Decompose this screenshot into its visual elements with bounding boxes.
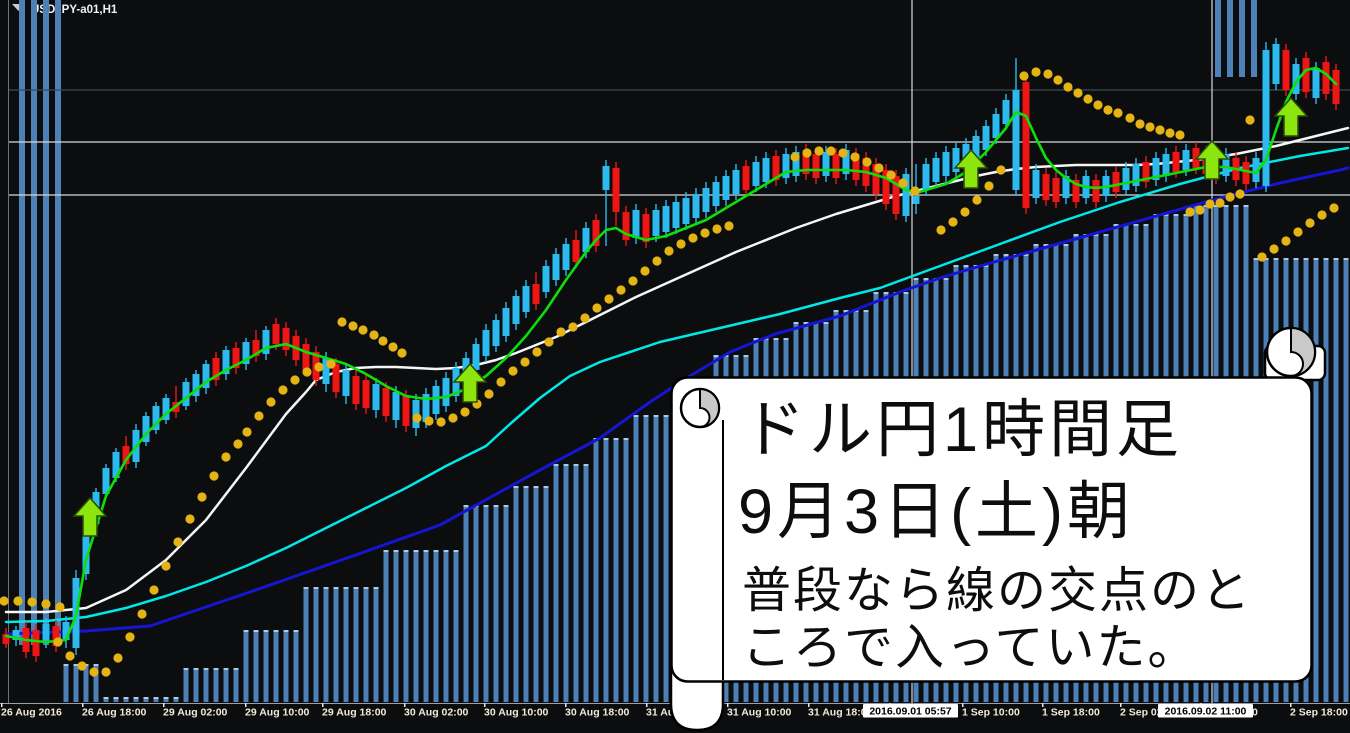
symbol-period-label: USDJPY-a01,H1 — [31, 4, 118, 16]
time-axis-label: 26 Aug 18:00 — [82, 707, 147, 719]
buy-arrows-layer — [72, 96, 1309, 537]
ma-green-layer — [4, 66, 1338, 644]
callout-curl-top-right-roll — [1290, 326, 1316, 377]
callout-scroll-shape — [669, 326, 1327, 732]
sar-dots-layer — [0, 67, 1339, 677]
buy-arrow-icon — [72, 496, 108, 537]
callout-panel — [670, 376, 1313, 683]
buy-arrow-icon — [452, 362, 488, 403]
crosshair-date-marker — [863, 704, 958, 718]
time-axis-label: 30 Aug 02:00 — [404, 707, 469, 719]
time-axis-label: 1 Sep 18:00 — [1042, 707, 1100, 719]
buy-arrow-icon — [1194, 139, 1230, 180]
callout-body-line2: ころで入っていた。 — [742, 621, 1199, 675]
candles-layer — [2, 38, 1340, 662]
callout-curl-top-left-roll — [699, 387, 720, 428]
time-axis-label: 29 Aug 02:00 — [163, 707, 228, 719]
time-axis-label: 31 Aug 10:00 — [727, 707, 792, 719]
time-axis-label: 2 Sep 18:00 — [1290, 707, 1348, 719]
crosshair-date-marker-text: 2016.09.01 05:57 — [869, 706, 951, 718]
time-axis-label: 26 Aug 2016 — [1, 707, 62, 719]
time-axis-label: 30 Aug 10:00 — [484, 707, 549, 719]
time-axis-label: 29 Aug 18:00 — [322, 707, 387, 719]
time-axis-label: 31 Aug 18:00 — [808, 707, 873, 719]
time-axis-label: 29 Aug 10:00 — [245, 707, 310, 719]
buy-arrow-icon — [953, 148, 989, 189]
buy-arrow-icon — [1273, 96, 1309, 137]
time-axis-label: 30 Aug 18:00 — [565, 707, 630, 719]
time-axis: 26 Aug 2016 26 Aug 18:00 29 Aug 02:00 29 Au… — [0, 703, 1350, 719]
callout-body-line1: 普段なら線の交点のと — [742, 564, 1252, 618]
crosshair-date-marker-text: 2016.09.02 11:00 — [1165, 706, 1247, 718]
callout-title-line2: 9月3日(土)朝 — [738, 477, 1134, 547]
time-axis-label: 1 Sep 10:00 — [962, 707, 1020, 719]
crosshair-date-marker — [1158, 704, 1253, 718]
callout-title-line1: ドル円1時間足 — [742, 395, 1183, 465]
